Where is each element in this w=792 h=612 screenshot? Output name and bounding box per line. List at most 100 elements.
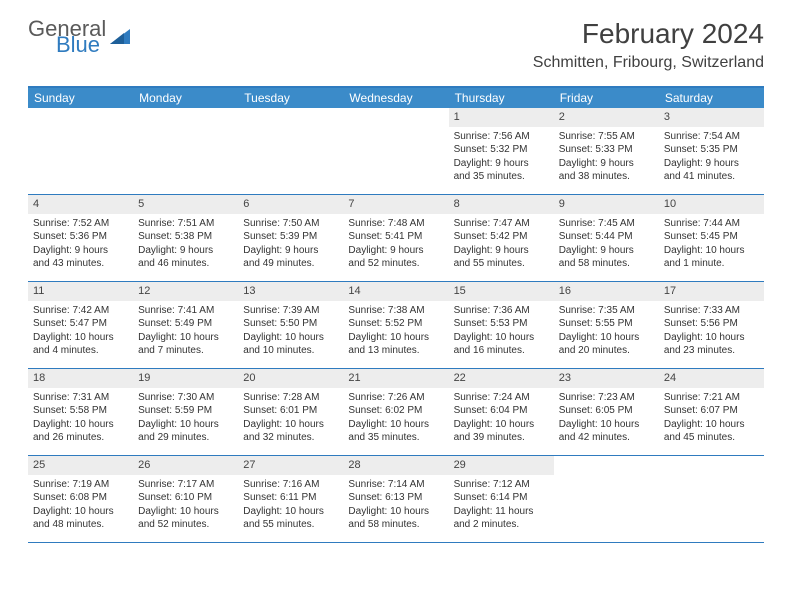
day-cell: 17Sunrise: 7:33 AMSunset: 5:56 PMDayligh… (659, 282, 764, 368)
day-cell-empty (343, 108, 448, 194)
day-cell: 2Sunrise: 7:55 AMSunset: 5:33 PMDaylight… (554, 108, 659, 194)
day-line-ss: Sunset: 5:38 PM (138, 230, 233, 244)
day-line-dl1: Daylight: 9 hours (454, 157, 549, 171)
day-cell: 27Sunrise: 7:16 AMSunset: 6:11 PMDayligh… (238, 456, 343, 542)
day-cell: 8Sunrise: 7:47 AMSunset: 5:42 PMDaylight… (449, 195, 554, 281)
day-number: 6 (238, 195, 343, 214)
day-line-sr: Sunrise: 7:51 AM (138, 217, 233, 231)
day-cell-empty (554, 456, 659, 542)
day-cell: 23Sunrise: 7:23 AMSunset: 6:05 PMDayligh… (554, 369, 659, 455)
day-line-ss: Sunset: 6:08 PM (33, 491, 128, 505)
day-cell: 5Sunrise: 7:51 AMSunset: 5:38 PMDaylight… (133, 195, 238, 281)
day-number: 1 (449, 108, 554, 127)
day-number: 5 (133, 195, 238, 214)
day-body: Sunrise: 7:41 AMSunset: 5:49 PMDaylight:… (133, 301, 238, 363)
day-line-dl2: and 38 minutes. (559, 170, 654, 184)
day-line-sr: Sunrise: 7:38 AM (348, 304, 443, 318)
day-line-dl1: Daylight: 9 hours (33, 244, 128, 258)
day-line-ss: Sunset: 5:59 PM (138, 404, 233, 418)
day-cell: 11Sunrise: 7:42 AMSunset: 5:47 PMDayligh… (28, 282, 133, 368)
weekday-header: Sunday (28, 88, 133, 108)
day-number: 19 (133, 369, 238, 388)
day-cell-empty (659, 456, 764, 542)
day-line-sr: Sunrise: 7:23 AM (559, 391, 654, 405)
day-line-sr: Sunrise: 7:45 AM (559, 217, 654, 231)
day-line-ss: Sunset: 5:44 PM (559, 230, 654, 244)
day-body: Sunrise: 7:56 AMSunset: 5:32 PMDaylight:… (449, 127, 554, 189)
day-line-dl1: Daylight: 10 hours (33, 331, 128, 345)
day-line-ss: Sunset: 5:56 PM (664, 317, 759, 331)
week-row: 18Sunrise: 7:31 AMSunset: 5:58 PMDayligh… (28, 369, 764, 456)
day-number: 2 (554, 108, 659, 127)
day-body: Sunrise: 7:55 AMSunset: 5:33 PMDaylight:… (554, 127, 659, 189)
day-line-dl2: and 49 minutes. (243, 257, 338, 271)
day-line-ss: Sunset: 5:55 PM (559, 317, 654, 331)
day-number: 8 (449, 195, 554, 214)
location-text: Schmitten, Fribourg, Switzerland (533, 54, 764, 72)
day-body: Sunrise: 7:19 AMSunset: 6:08 PMDaylight:… (28, 475, 133, 537)
day-line-dl2: and 7 minutes. (138, 344, 233, 358)
day-line-dl1: Daylight: 9 hours (559, 157, 654, 171)
day-cell: 20Sunrise: 7:28 AMSunset: 6:01 PMDayligh… (238, 369, 343, 455)
day-line-dl1: Daylight: 10 hours (243, 331, 338, 345)
day-line-dl1: Daylight: 10 hours (664, 244, 759, 258)
day-body: Sunrise: 7:31 AMSunset: 5:58 PMDaylight:… (28, 388, 133, 450)
day-line-dl1: Daylight: 10 hours (559, 418, 654, 432)
day-number: 4 (28, 195, 133, 214)
day-line-ss: Sunset: 5:36 PM (33, 230, 128, 244)
day-line-ss: Sunset: 5:41 PM (348, 230, 443, 244)
day-line-ss: Sunset: 6:11 PM (243, 491, 338, 505)
logo-triangle-icon (110, 28, 132, 51)
day-number: 21 (343, 369, 448, 388)
week-row: 11Sunrise: 7:42 AMSunset: 5:47 PMDayligh… (28, 282, 764, 369)
day-number: 15 (449, 282, 554, 301)
day-line-ss: Sunset: 5:39 PM (243, 230, 338, 244)
day-cell: 24Sunrise: 7:21 AMSunset: 6:07 PMDayligh… (659, 369, 764, 455)
day-body: Sunrise: 7:23 AMSunset: 6:05 PMDaylight:… (554, 388, 659, 450)
day-number: 23 (554, 369, 659, 388)
weekday-header-row: SundayMondayTuesdayWednesdayThursdayFrid… (28, 88, 764, 108)
logo-text: General Blue (28, 18, 106, 56)
day-line-sr: Sunrise: 7:54 AM (664, 130, 759, 144)
day-line-ss: Sunset: 6:04 PM (454, 404, 549, 418)
day-body: Sunrise: 7:38 AMSunset: 5:52 PMDaylight:… (343, 301, 448, 363)
day-line-ss: Sunset: 5:52 PM (348, 317, 443, 331)
day-cell: 19Sunrise: 7:30 AMSunset: 5:59 PMDayligh… (133, 369, 238, 455)
weekday-header: Wednesday (343, 88, 448, 108)
day-line-dl2: and 43 minutes. (33, 257, 128, 271)
day-line-dl1: Daylight: 11 hours (454, 505, 549, 519)
day-cell: 1Sunrise: 7:56 AMSunset: 5:32 PMDaylight… (449, 108, 554, 194)
day-line-dl1: Daylight: 9 hours (664, 157, 759, 171)
day-cell: 7Sunrise: 7:48 AMSunset: 5:41 PMDaylight… (343, 195, 448, 281)
day-number: 9 (554, 195, 659, 214)
weekday-header: Thursday (449, 88, 554, 108)
day-line-dl1: Daylight: 10 hours (454, 331, 549, 345)
day-body: Sunrise: 7:44 AMSunset: 5:45 PMDaylight:… (659, 214, 764, 276)
weeks-container: 1Sunrise: 7:56 AMSunset: 5:32 PMDaylight… (28, 108, 764, 543)
day-number: 22 (449, 369, 554, 388)
day-body: Sunrise: 7:14 AMSunset: 6:13 PMDaylight:… (343, 475, 448, 537)
day-body: Sunrise: 7:45 AMSunset: 5:44 PMDaylight:… (554, 214, 659, 276)
day-number: 12 (133, 282, 238, 301)
day-line-ss: Sunset: 5:47 PM (33, 317, 128, 331)
day-body: Sunrise: 7:16 AMSunset: 6:11 PMDaylight:… (238, 475, 343, 537)
weekday-header: Monday (133, 88, 238, 108)
day-body: Sunrise: 7:48 AMSunset: 5:41 PMDaylight:… (343, 214, 448, 276)
day-body: Sunrise: 7:24 AMSunset: 6:04 PMDaylight:… (449, 388, 554, 450)
day-line-ss: Sunset: 5:58 PM (33, 404, 128, 418)
calendar: SundayMondayTuesdayWednesdayThursdayFrid… (28, 86, 764, 543)
day-cell: 28Sunrise: 7:14 AMSunset: 6:13 PMDayligh… (343, 456, 448, 542)
day-body: Sunrise: 7:28 AMSunset: 6:01 PMDaylight:… (238, 388, 343, 450)
day-line-dl2: and 52 minutes. (348, 257, 443, 271)
day-line-dl2: and 55 minutes. (243, 518, 338, 532)
day-line-dl2: and 48 minutes. (33, 518, 128, 532)
day-number: 27 (238, 456, 343, 475)
day-line-dl1: Daylight: 10 hours (243, 505, 338, 519)
day-line-sr: Sunrise: 7:56 AM (454, 130, 549, 144)
day-number: 11 (28, 282, 133, 301)
day-line-dl1: Daylight: 10 hours (33, 505, 128, 519)
day-line-dl1: Daylight: 10 hours (454, 418, 549, 432)
day-cell: 16Sunrise: 7:35 AMSunset: 5:55 PMDayligh… (554, 282, 659, 368)
day-cell: 25Sunrise: 7:19 AMSunset: 6:08 PMDayligh… (28, 456, 133, 542)
day-line-sr: Sunrise: 7:41 AM (138, 304, 233, 318)
